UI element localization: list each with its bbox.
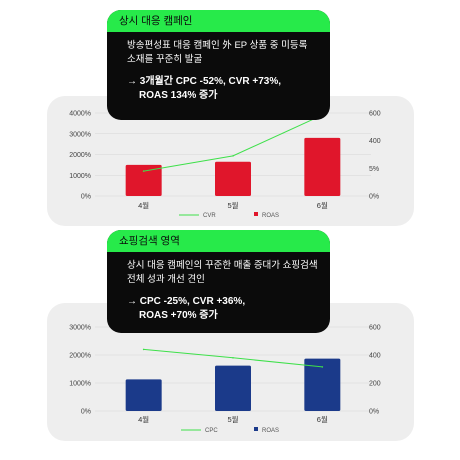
y-left-tick-label: 3000% <box>69 325 91 332</box>
line-point <box>142 348 145 351</box>
bar <box>304 358 341 411</box>
legend-label: ROAS <box>262 213 279 219</box>
x-tick-label: 5월 <box>227 200 238 210</box>
legend-label: CPC <box>205 428 218 434</box>
legend-label: CVR <box>203 213 216 219</box>
callout-highlight-line-2: ROAS 134% 증가 <box>139 90 218 101</box>
y-left-tick-label: 0% <box>81 194 91 201</box>
y-left-tick-label: 1000% <box>69 173 91 180</box>
chart-bottom: 0% 1000% 2000% 3000% 0% 200 400 600 4월 5월 6월 CPC ROA… <box>69 325 381 435</box>
y-right-tick-label: 400 <box>369 138 381 145</box>
bar <box>215 161 251 196</box>
bar <box>125 379 162 411</box>
callout-title: 상시 대응 캠페인 <box>107 10 330 32</box>
callout-highlight-line-1: → CPC -25%, CVR +36%, <box>127 296 246 307</box>
y-right-tick-label: 400 <box>369 353 381 360</box>
line-point <box>232 357 234 359</box>
legend-swatch-bar <box>254 212 258 216</box>
y-left-tick-label: 3000% <box>69 131 91 138</box>
bar <box>304 137 341 196</box>
legend-label: ROAS <box>262 428 279 434</box>
chart-top: 0% 1000% 2000% 3000% 4000% 0% 5% 400 600 4월 5월 6월 CV… <box>69 111 381 220</box>
x-tick-label: 5월 <box>227 414 238 424</box>
y-left-tick-label: 1000% <box>69 381 91 388</box>
callout-highlight-line-2: ROAS +70% 증가 <box>139 310 218 321</box>
callout-highlight-line-1: → 3개월간 CPC -52%, CVR +73%, <box>127 76 282 87</box>
y-right-tick-label: 5% <box>369 166 379 173</box>
callout-body: 상시 대응 캠페인의 꾸준한 매출 증대가 쇼핑검색 전체 성과 개선 견인 <box>127 260 318 285</box>
y-left-tick-label: 4000% <box>69 111 91 118</box>
y-right-tick-label: 600 <box>369 111 381 118</box>
callout-title: 쇼핑검색 영역 <box>107 230 330 252</box>
callout-bubble-top: 상시 대응 캠페인 방송편성표 대응 캠페인 外 EP 상품 중 미등록 소재를… <box>107 10 330 120</box>
bar <box>125 164 162 196</box>
x-tick-label: 6월 <box>317 414 328 424</box>
y-right-tick-label: 0% <box>369 194 379 201</box>
x-tick-label: 4월 <box>138 414 149 424</box>
y-right-tick-label: 600 <box>369 325 381 332</box>
callout-highlight: → CPC -25%, CVR +36%, ROAS +70% 증가 <box>127 295 318 323</box>
x-tick-label: 4월 <box>138 200 149 210</box>
line-point <box>232 155 234 157</box>
bar <box>215 365 251 411</box>
callout-highlight: → 3개월간 CPC -52%, CVR +73%, ROAS 134% 증가 <box>127 75 318 103</box>
y-left-tick-label: 2000% <box>69 353 91 360</box>
y-left-tick-label: 2000% <box>69 152 91 159</box>
line-point <box>321 366 324 368</box>
line-point <box>142 170 145 172</box>
y-right-tick-label: 0% <box>369 409 379 416</box>
callout-body: 방송편성표 대응 캠페인 外 EP 상품 중 미등록 소재를 꾸준히 발굴 <box>127 40 308 65</box>
y-right-tick-label: 200 <box>369 381 381 388</box>
x-tick-label: 6월 <box>317 200 328 210</box>
y-left-tick-label: 0% <box>81 409 91 416</box>
callout-bubble-bottom: 쇼핑검색 영역 상시 대응 캠페인의 꾸준한 매출 증대가 쇼핑검색 전체 성과… <box>107 230 330 333</box>
legend-swatch-bar <box>254 427 258 431</box>
